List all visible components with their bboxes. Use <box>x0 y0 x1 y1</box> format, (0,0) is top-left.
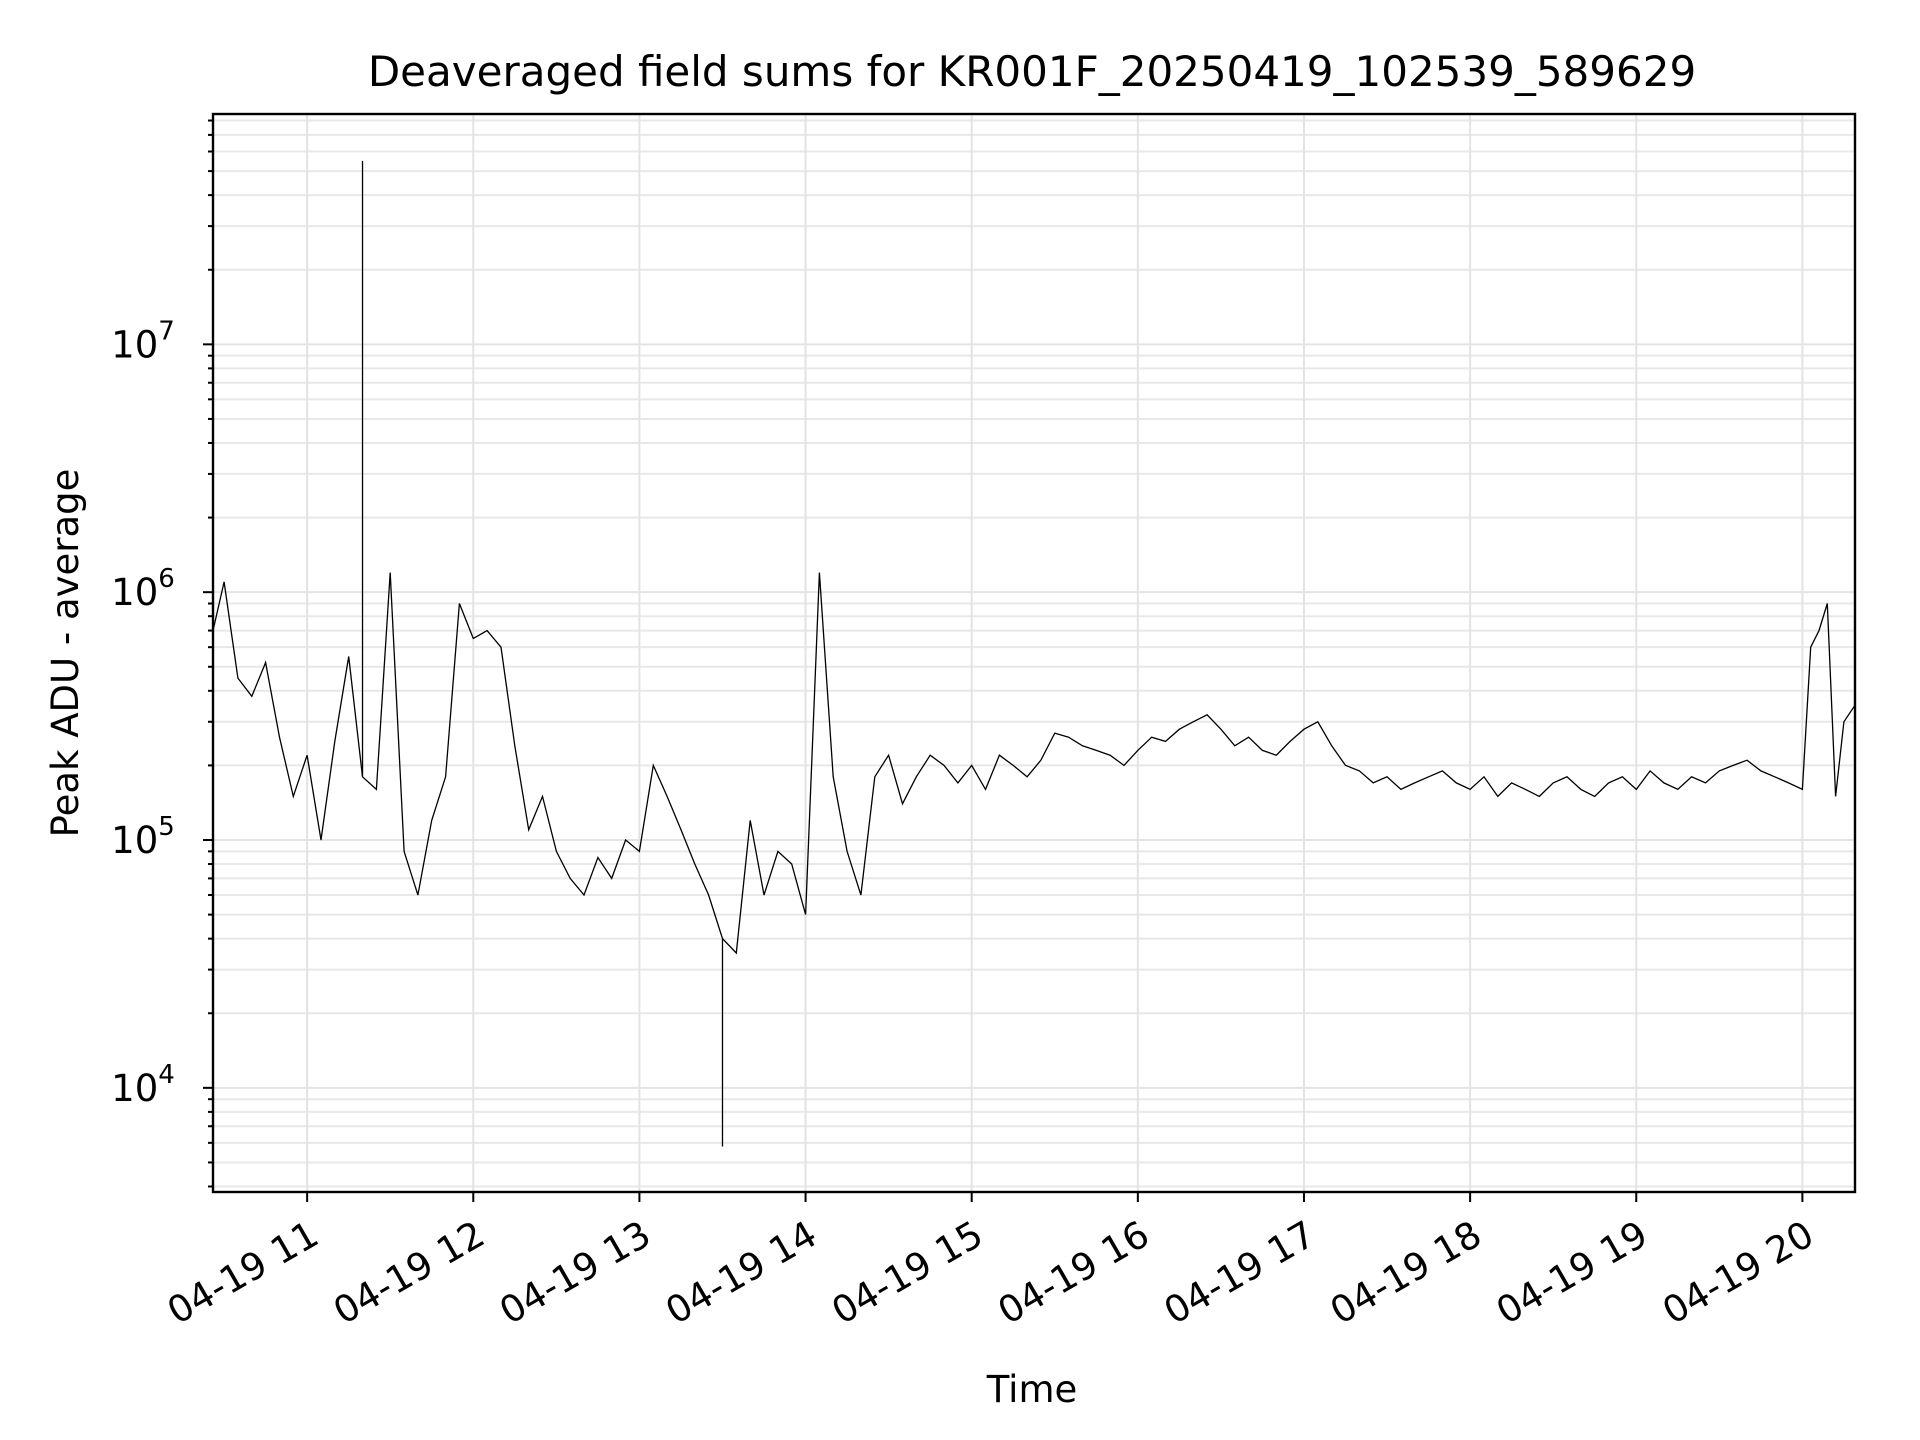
plot-frame <box>211 112 1857 1194</box>
y-axis-label: Peak ADU - average <box>44 469 87 838</box>
x-axis-label: Time <box>986 1368 1078 1411</box>
y-tick-label: 106 <box>111 564 175 614</box>
chart-title: Deaveraged field sums for KR001F_2025041… <box>368 47 1696 96</box>
series-line <box>212 572 1856 955</box>
y-tick-label: 107 <box>111 316 175 366</box>
y-tick-label: 104 <box>111 1060 175 1110</box>
grid <box>213 114 1855 1192</box>
y-tick-label: 105 <box>111 812 175 862</box>
